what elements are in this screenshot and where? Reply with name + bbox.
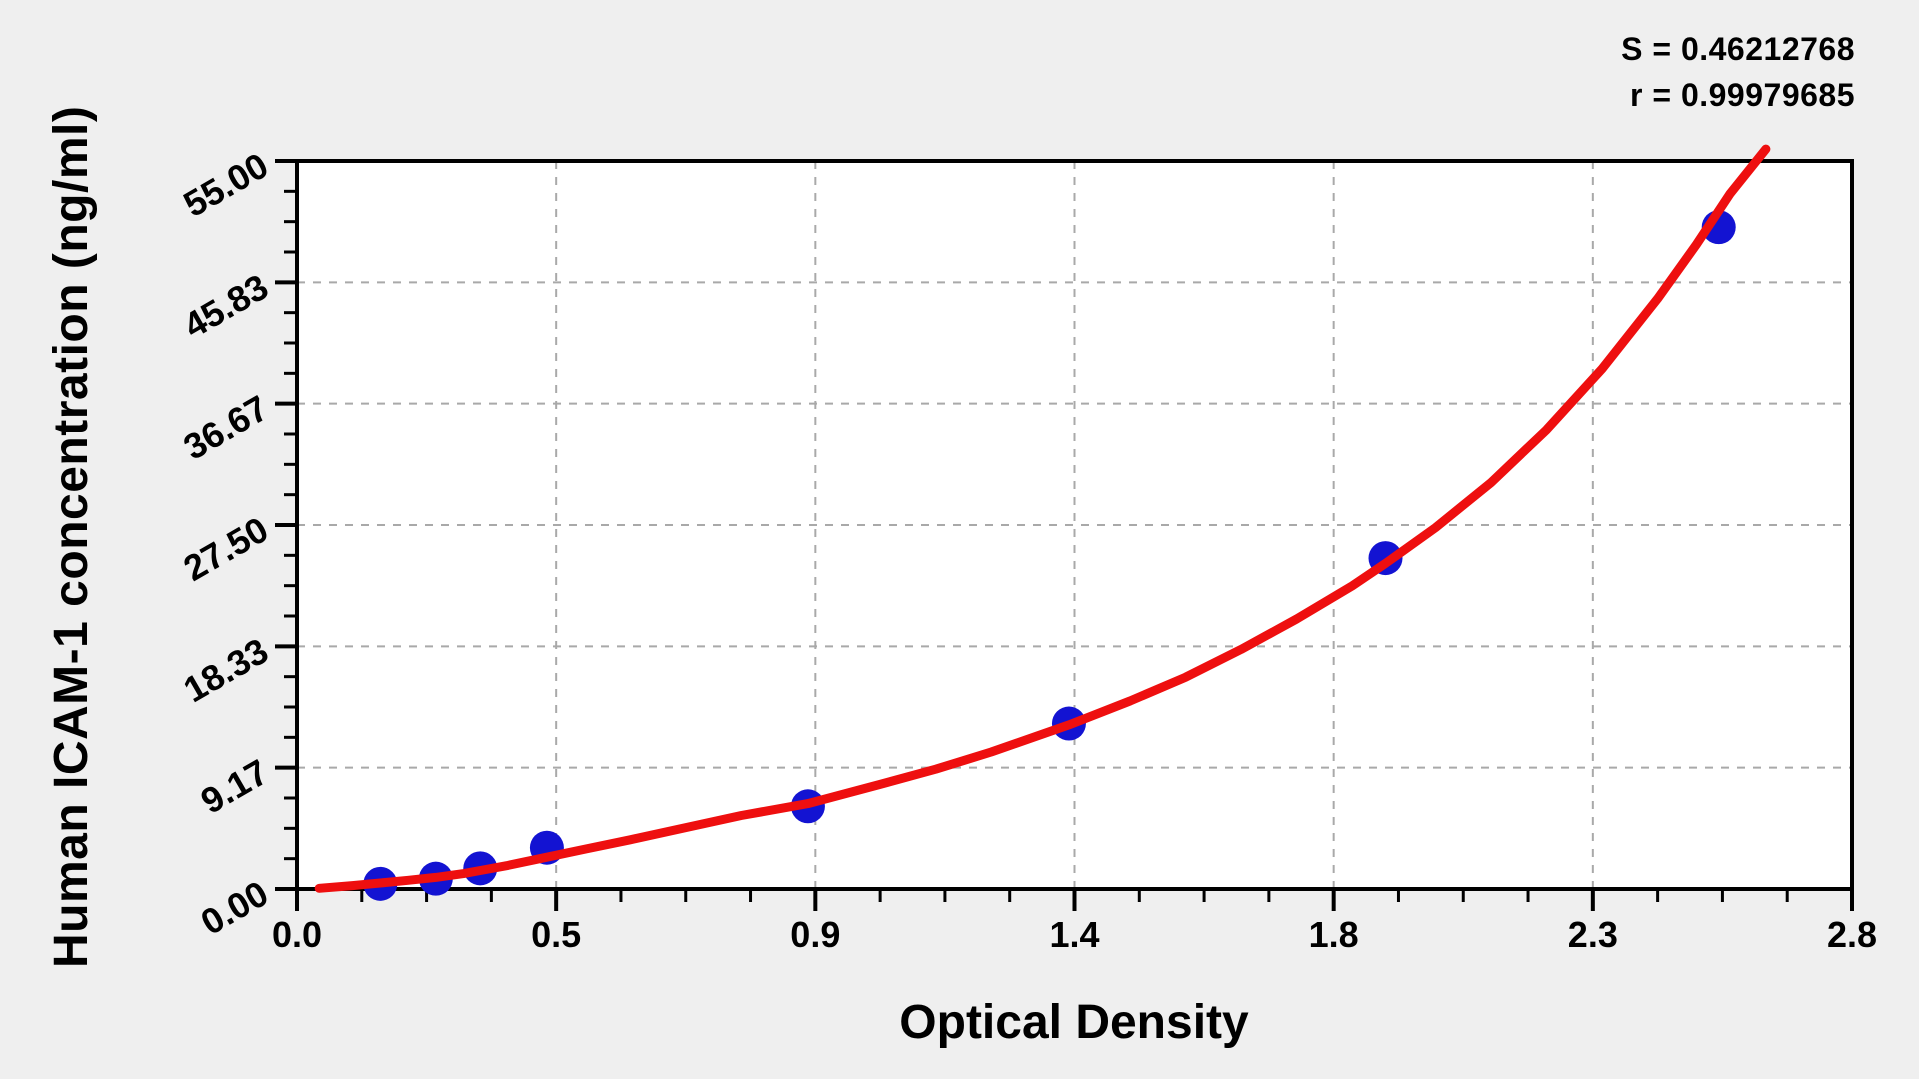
- x-tick-label: 1.4: [1049, 914, 1099, 955]
- r-value: r = 0.99979685: [1630, 77, 1855, 113]
- x-tick-label: 1.8: [1309, 914, 1359, 955]
- x-tick-label: 0.5: [531, 914, 581, 955]
- x-tick-label: 0.0: [272, 914, 322, 955]
- x-tick-label: 2.3: [1568, 914, 1618, 955]
- y-tick-label: 45.83: [176, 266, 275, 347]
- y-tick-label: 36.67: [176, 387, 275, 468]
- x-tick-label: 0.9: [790, 914, 840, 955]
- fit-statistics: S = 0.46212768 r = 0.99979685: [1621, 26, 1855, 118]
- y-tick-label: 0.00: [194, 872, 275, 943]
- x-tick-label: 2.8: [1827, 914, 1877, 955]
- fit-curve: [314, 144, 1771, 893]
- y-tick-label: 55.00: [176, 144, 275, 225]
- x-axis-title: Optical Density: [899, 996, 1249, 1049]
- y-tick-label: 18.33: [176, 630, 275, 711]
- y-tick-label: 27.50: [176, 508, 275, 589]
- y-tick-label: 9.17: [194, 751, 275, 822]
- s-value: S = 0.46212768: [1621, 31, 1855, 67]
- plot-background: [297, 161, 1852, 889]
